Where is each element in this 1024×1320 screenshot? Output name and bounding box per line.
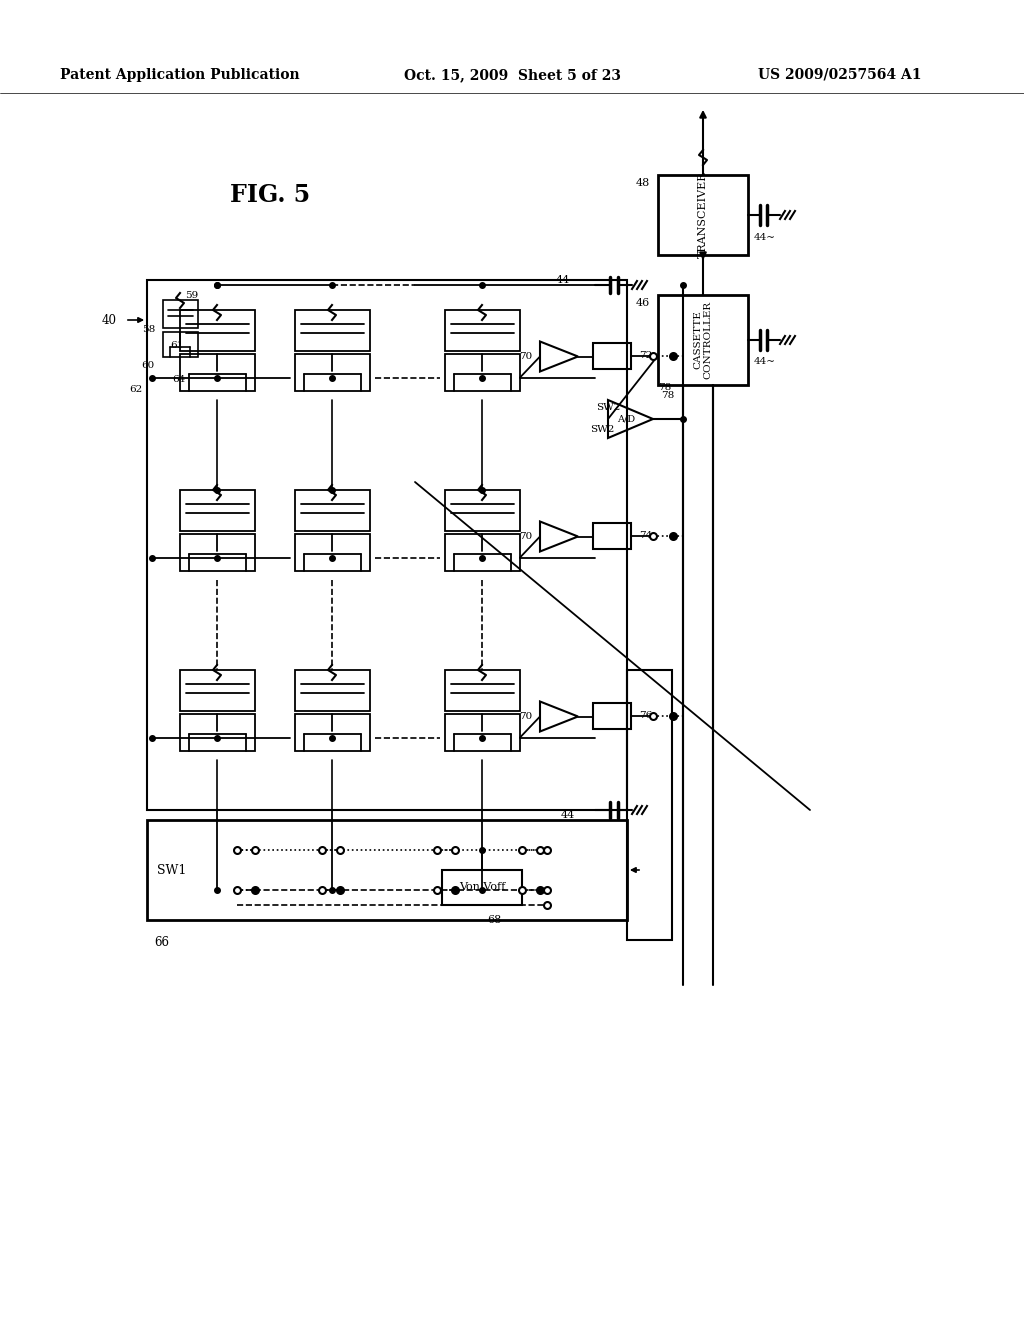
- Text: 70: 70: [519, 532, 532, 541]
- Text: 70: 70: [519, 711, 532, 721]
- Bar: [295, 533, 370, 572]
- Bar: [163, 300, 198, 327]
- Bar: [593, 702, 631, 729]
- Bar: [180, 533, 255, 572]
- Bar: [658, 176, 748, 255]
- Bar: [147, 820, 627, 920]
- Text: 72: 72: [639, 351, 652, 360]
- Bar: [593, 523, 631, 549]
- Bar: [180, 354, 255, 391]
- Text: 68: 68: [486, 915, 501, 925]
- Text: A/D: A/D: [616, 414, 635, 424]
- Bar: [442, 870, 522, 906]
- Text: 70: 70: [519, 352, 532, 360]
- Text: 40: 40: [102, 314, 117, 326]
- Text: 66: 66: [155, 936, 170, 949]
- Text: US 2009/0257564 A1: US 2009/0257564 A1: [758, 69, 922, 82]
- Text: Oct. 15, 2009  Sheet 5 of 23: Oct. 15, 2009 Sheet 5 of 23: [403, 69, 621, 82]
- Bar: [593, 342, 631, 368]
- Text: TRANSCEIVER: TRANSCEIVER: [698, 172, 708, 259]
- Text: SW2: SW2: [590, 425, 614, 433]
- Text: 76: 76: [639, 711, 652, 719]
- Text: 58: 58: [141, 326, 155, 334]
- Text: 44: 44: [561, 810, 575, 820]
- Bar: [147, 280, 627, 810]
- Text: 74: 74: [639, 531, 652, 540]
- Bar: [445, 714, 520, 751]
- Text: 44~: 44~: [754, 232, 776, 242]
- Text: 59: 59: [185, 290, 199, 300]
- Bar: [295, 490, 370, 531]
- Text: FIG. 5: FIG. 5: [230, 183, 310, 207]
- Bar: [295, 671, 370, 710]
- Text: 46: 46: [636, 298, 650, 308]
- Bar: [445, 354, 520, 391]
- Bar: [180, 671, 255, 710]
- Bar: [445, 490, 520, 531]
- Text: CASSETTE
CONTROLLER: CASSETTE CONTROLLER: [693, 301, 713, 379]
- Bar: [180, 714, 255, 751]
- Bar: [180, 490, 255, 531]
- Text: 44: 44: [556, 275, 570, 285]
- Text: Patent Application Publication: Patent Application Publication: [60, 69, 300, 82]
- Bar: [445, 533, 520, 572]
- Bar: [658, 294, 748, 385]
- Text: SW1: SW1: [158, 863, 186, 876]
- Text: 61: 61: [170, 341, 183, 350]
- Text: 62: 62: [129, 385, 142, 395]
- Bar: [445, 671, 520, 710]
- Bar: [445, 310, 520, 351]
- Bar: [627, 671, 672, 940]
- Bar: [295, 354, 370, 391]
- Bar: [163, 333, 198, 356]
- Text: 44~: 44~: [754, 358, 776, 367]
- Text: 60: 60: [141, 360, 155, 370]
- Text: 78: 78: [658, 384, 672, 392]
- Text: Von Voff: Von Voff: [459, 882, 505, 892]
- Bar: [295, 714, 370, 751]
- Bar: [295, 310, 370, 351]
- Text: 78: 78: [662, 391, 674, 400]
- Text: SW2: SW2: [596, 404, 621, 412]
- Text: 64: 64: [172, 375, 185, 384]
- Bar: [180, 310, 255, 351]
- Text: 48: 48: [636, 178, 650, 187]
